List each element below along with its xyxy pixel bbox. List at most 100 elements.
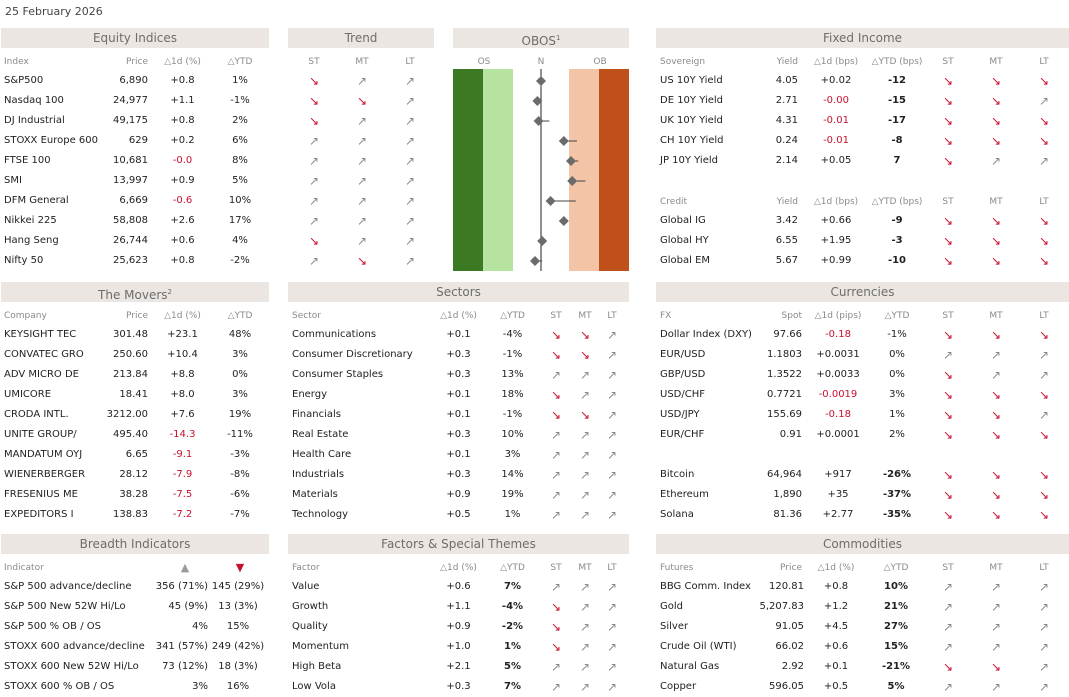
- trend-up-arrow-icon: ↗: [942, 580, 954, 594]
- sovereign-col-header: MT: [989, 57, 1003, 67]
- trend-up-arrow-icon: ↗: [404, 214, 416, 228]
- equity-name: Nikkei 225: [4, 215, 57, 226]
- equity-col-header: △YTD: [227, 57, 253, 67]
- movers-d1: -7.5: [172, 489, 193, 500]
- trend-down-arrow-icon: ↘: [942, 74, 954, 88]
- trend-up-arrow-icon: ↗: [308, 214, 320, 228]
- trend-down-arrow-icon: ↘: [990, 468, 1002, 482]
- trend-down-arrow-icon: ↘: [579, 408, 591, 422]
- credit-d1: +0.99: [820, 255, 852, 266]
- breadth-name: STOXX 600 New 52W Hi/Lo: [4, 661, 139, 672]
- trend-down-arrow-icon: ↘: [990, 214, 1002, 228]
- commodity-d1: +0.8: [823, 581, 849, 592]
- movers-ytd: 3%: [232, 349, 248, 360]
- credit-yield: 6.55: [775, 235, 798, 246]
- movers-ytd: -8%: [230, 469, 250, 480]
- movers-ytd: 48%: [228, 329, 252, 340]
- obos-marker: [567, 176, 578, 186]
- obos-marker: [558, 216, 569, 226]
- sector-name: Industrials: [292, 469, 345, 480]
- movers-name: WIENERBERGER: [4, 469, 86, 480]
- sector-d1: +0.9: [446, 489, 471, 500]
- trend-down-arrow-icon: ↘: [990, 234, 1002, 248]
- trend-down-arrow-icon: ↘: [942, 254, 954, 268]
- fx-ytd: 3%: [889, 389, 905, 400]
- fx-d1: -0.0019: [818, 389, 858, 400]
- trend-up-arrow-icon: ↗: [550, 680, 562, 694]
- equity-name: STOXX Europe 600: [4, 135, 98, 146]
- trend-up-arrow-icon: ↗: [606, 660, 618, 674]
- commodity-col-header: ST: [942, 563, 954, 573]
- equity-ytd: 17%: [228, 215, 252, 226]
- trend-up-arrow-icon: ↗: [990, 640, 1002, 654]
- equity-name: FTSE 100: [4, 155, 51, 166]
- breadth-up: 356 (71%): [155, 581, 208, 592]
- fx-ytd: -1%: [887, 329, 907, 340]
- equity-name: Hang Seng: [4, 235, 59, 246]
- sovereign-name: US 10Y Yield: [660, 75, 723, 86]
- equity-col-header: Price: [126, 57, 148, 67]
- sovereign-col-header: Sovereign: [660, 57, 706, 67]
- equity-price: 26,744: [113, 235, 148, 246]
- equity-price: 25,623: [113, 255, 148, 266]
- movers-price: 38.28: [119, 489, 148, 500]
- trend-down-arrow-icon: ↘: [942, 660, 954, 674]
- trend-up-arrow-icon: ↗: [579, 388, 591, 402]
- trend-down-arrow-icon: ↘: [356, 254, 368, 268]
- factors-header: Factors & Special Themes: [288, 534, 629, 554]
- sovereign-ytd: -17: [887, 115, 907, 126]
- trend-up-arrow-icon: ↗: [606, 408, 618, 422]
- trend-up-arrow-icon: ↗: [990, 580, 1002, 594]
- trend-down-arrow-icon: ↘: [990, 388, 1002, 402]
- movers-ytd: 3%: [232, 389, 248, 400]
- commodity-ytd: 5%: [887, 681, 905, 692]
- obos-marker: [537, 236, 548, 246]
- sovereign-name: UK 10Y Yield: [660, 115, 723, 126]
- trend-up-arrow-icon: ↗: [1038, 408, 1050, 422]
- fx-d1: +0.0001: [816, 429, 860, 440]
- trend-down-arrow-icon: ↘: [1038, 508, 1050, 522]
- trend-up-arrow-icon: ↗: [1038, 154, 1050, 168]
- equity-ytd: 2%: [232, 115, 248, 126]
- crypto-name: Bitcoin: [660, 469, 695, 480]
- trend-up-arrow-icon: ↗: [942, 600, 954, 614]
- trend-down-arrow-icon: ↘: [1038, 428, 1050, 442]
- sector-name: Financials: [292, 409, 341, 420]
- credit-name: Global EM: [660, 255, 711, 266]
- equity-ytd: 10%: [228, 195, 252, 206]
- fx-col-header: △YTD: [884, 311, 910, 321]
- trend-up-arrow-icon: ↗: [942, 348, 954, 362]
- trend-down-arrow-icon: ↘: [356, 94, 368, 108]
- credit-ytd: -3: [891, 235, 903, 246]
- trend-down-arrow-icon: ↘: [942, 328, 954, 342]
- factor-col-header: Factor: [292, 563, 320, 573]
- factor-d1: +1.1: [446, 601, 471, 612]
- breadth-name: STOXX 600 advance/decline: [4, 641, 145, 652]
- equity-ytd: 5%: [232, 175, 248, 186]
- sovereign-yield: 4.05: [775, 75, 798, 86]
- trend-up-arrow-icon: ↗: [1038, 620, 1050, 634]
- sector-name: Real Estate: [292, 429, 349, 440]
- trend-up-arrow-icon: ↗: [990, 348, 1002, 362]
- fx-name: USD/CHF: [660, 389, 705, 400]
- trend-down-arrow-icon: ↘: [1038, 468, 1050, 482]
- commodity-d1: +1.2: [823, 601, 849, 612]
- factor-col-header: MT: [578, 563, 592, 573]
- equity-title: Equity Indices: [92, 31, 178, 45]
- trend-down-arrow-icon: ↘: [990, 428, 1002, 442]
- obos-col-header: OB: [593, 57, 607, 67]
- trend-up-arrow-icon: ↗: [942, 640, 954, 654]
- trend-up-arrow-icon: ↗: [550, 508, 562, 522]
- commodity-col-header: △1d (%): [817, 563, 855, 573]
- trend-up-arrow-icon: ↗: [550, 368, 562, 382]
- movers-ytd: 0%: [232, 369, 248, 380]
- movers-name: UMICORE: [4, 389, 52, 400]
- sovereign-col-header: ST: [942, 57, 954, 67]
- movers-price: 495.40: [113, 429, 148, 440]
- movers-d1: +7.6: [170, 409, 195, 420]
- sector-col-header: MT: [578, 311, 592, 321]
- trend-up-arrow-icon: ↗: [1038, 580, 1050, 594]
- fx-col-header: LT: [1039, 311, 1049, 321]
- fx-d1: +0.0031: [816, 349, 860, 360]
- crypto-spot: 64,964: [767, 469, 802, 480]
